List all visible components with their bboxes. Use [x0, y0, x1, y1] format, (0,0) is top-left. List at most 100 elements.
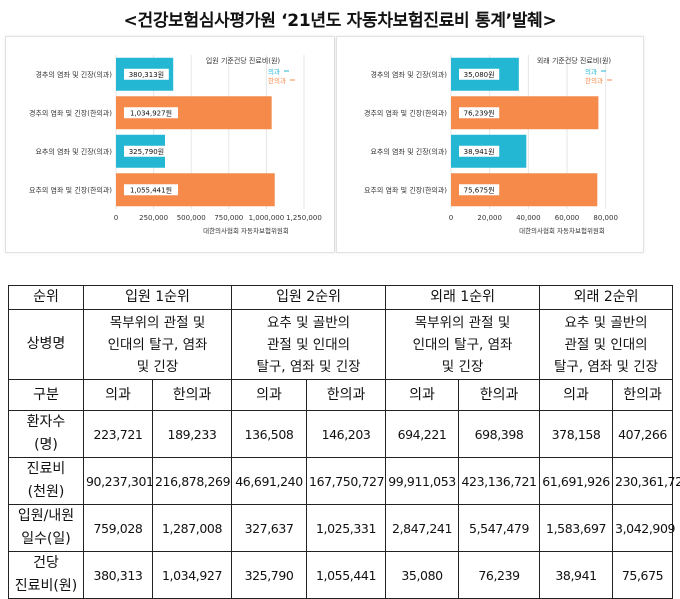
outpatient-value-label: 38,941원 — [464, 147, 495, 156]
outpatient-category-label: 경추의 염좌 및 긴장(한의과) — [364, 108, 447, 117]
outpatient-source-label: 대한의사협회 자동차보험위원회 — [519, 226, 605, 235]
inpatient-xtick-label: 500,000 — [177, 214, 206, 222]
rank-group-header: 외래 1순위 — [385, 285, 541, 310]
inpatient-xtick-label: 1,250,000 — [286, 214, 322, 222]
data-cell: 99,911,053 — [385, 457, 460, 505]
category-korean-medicine: 한의과 — [612, 379, 674, 411]
data-cell: 46,691,240 — [231, 457, 308, 505]
data-row: 환자수 (명) 223,721 189,233 136,508 146,203 694,22… — [8, 410, 674, 458]
inpatient-value-label-box — [124, 145, 169, 157]
data-cell: 216,878,269 — [151, 457, 233, 505]
data-cell: 76,239 — [458, 551, 541, 599]
data-cell: 1,583,697 — [539, 504, 614, 552]
outpatient-xtick-label: 60,000 — [555, 214, 580, 222]
data-cell: 407,266 — [612, 410, 674, 458]
inpatient-xtick-label: 0 — [114, 214, 118, 222]
outpatient-xtick-label: 40,000 — [516, 214, 541, 222]
page-title: <건강보험심사평가원 ‘21년도 자동차보험진료비 통계’발췌> — [123, 11, 557, 31]
disease-header: 상병명 — [8, 309, 84, 380]
inpatient-xtick-label: 250,000 — [139, 214, 168, 222]
inpatient-value-label: 1,055,441원 — [130, 185, 172, 194]
outpatient-xtick-label: 80,000 — [593, 214, 618, 222]
data-cell: 1,055,441 — [306, 551, 387, 599]
disease-name-line: 및 긴장 — [136, 358, 179, 375]
data-cell: 1,287,008 — [151, 504, 233, 552]
outpatient-category-label: 요추의 염좌 및 긴장(한의과) — [364, 185, 447, 194]
data-cell: 75,675 — [612, 551, 674, 599]
outpatient-chart-title: 외래 기준건당 진료비(원) — [537, 56, 612, 65]
data-cell: 1,034,927 — [151, 551, 233, 599]
row-label-line: 환자수 — [26, 414, 66, 430]
outpatient-cost-chart-svg: 0 20,000 40,000 60,000 80,000 경추의 염좌 및 긴장(의과)… — [364, 55, 618, 235]
row-label-line: (천원) — [27, 484, 65, 500]
inpatient-value-label: 380,313원 — [129, 70, 164, 79]
data-cell: 380,313 — [83, 551, 153, 599]
data-cell: 2,847,241 — [385, 504, 460, 552]
rank-group-header: 외래 2순위 — [539, 285, 674, 310]
data-cell: 61,691,926 — [539, 457, 614, 505]
disease-name-line: 인대의 탈구, 염좌 — [412, 336, 513, 353]
data-cell: 694,221 — [385, 410, 460, 458]
disease-name-line: 인대의 탈구, 염좌 — [107, 336, 208, 353]
data-cell: 5,547,479 — [458, 504, 541, 552]
inpatient-cost-chart: 0 250,000 500,000 750,000 1,000,000 1,250,000… — [5, 36, 335, 253]
data-cell: 189,233 — [151, 410, 233, 458]
rank-group-header: 입원 2순위 — [231, 285, 387, 310]
category-row: 구분 의과 한의과 의과 한의과 의과 한의과 의과 한의과 — [8, 379, 674, 411]
outpatient-value-label: 75,675원 — [464, 185, 495, 194]
data-cell: 35,080 — [385, 551, 460, 599]
category-medicine: 의과 — [385, 379, 460, 411]
data-cell: 378,158 — [539, 410, 614, 458]
data-cell: 3,042,909 — [612, 504, 675, 552]
outpatient-category-label: 경추의 염좌 및 긴장(의과) — [370, 70, 447, 79]
data-cell: 167,750,727 — [306, 457, 387, 505]
outpatient-value-label-box — [459, 145, 500, 157]
outpatient-value-label: 35,080원 — [464, 70, 495, 79]
data-row: 진료비 (천원) 90,237,301 216,878,269 46,691,240 16… — [8, 457, 680, 505]
row-label: 진료비 (천원) — [8, 457, 84, 505]
outpatient-legend-medicine: 의과 — [585, 67, 597, 76]
data-cell: 327,637 — [231, 504, 308, 552]
inpatient-cost-chart-svg: 0 250,000 500,000 750,000 1,000,000 1,250,000… — [29, 55, 322, 235]
data-cell: 325,790 — [231, 551, 308, 599]
row-label-line: 진료비 — [26, 461, 66, 477]
inpatient-category-label: 요추의 염좌 및 긴장(한의과) — [29, 185, 112, 194]
inpatient-xtick-label: 750,000 — [214, 214, 243, 222]
data-cell: 146,203 — [306, 410, 387, 458]
row-label-line: 입원/내원 — [17, 508, 75, 524]
category-korean-medicine: 한의과 — [151, 379, 233, 411]
disease-name-line: 요추 및 골반의 — [564, 314, 648, 331]
disease-name-line: 목부위의 관절 및 — [414, 314, 511, 331]
data-cell: 759,028 — [83, 504, 153, 552]
data-cell: 90,237,301 — [83, 457, 154, 505]
row-label: 입원/내원 일수(일) — [8, 504, 84, 552]
statistics-table: 순위 입원 1순위 입원 2순위 외래 1순위 외래 2순위 상병명 목부위의 관절 및 인대… — [8, 285, 680, 599]
outpatient-legend-korean-medicine: 한의과 — [585, 76, 603, 85]
disease-name: 목부위의 관절 및 인대의 탈구, 염좌 및 긴장 — [385, 309, 541, 380]
disease-name-line: 목부위의 관절 및 — [109, 314, 206, 331]
disease-name: 요추 및 골반의 관절 및 인대의 탈구, 염좌 및 긴장 — [539, 309, 674, 380]
row-label-line: 진료비(원) — [14, 578, 78, 594]
inpatient-value-label: 1,034,927원 — [130, 108, 172, 117]
inpatient-xtick-label: 1,000,000 — [249, 214, 285, 222]
outpatient-value-label: 76,239원 — [464, 108, 495, 117]
disease-name-line: 관절 및 인대의 — [266, 336, 351, 353]
category-korean-medicine: 한의과 — [458, 379, 541, 411]
inpatient-category-label: 경추의 염좌 및 긴장(의과) — [35, 70, 112, 79]
disease-name: 요추 및 골반의 관절 및 인대의 탈구, 염좌 및 긴장 — [231, 309, 387, 380]
outpatient-value-label-box — [459, 68, 500, 80]
row-label-line: 건당 — [33, 555, 59, 571]
inpatient-value-label-box — [124, 107, 178, 119]
rank-row: 순위 입원 1순위 입원 2순위 외래 1순위 외래 2순위 — [8, 285, 674, 310]
outpatient-xtick-label: 20,000 — [477, 214, 502, 222]
data-cell: 136,508 — [231, 410, 308, 458]
category-header: 구분 — [8, 379, 84, 411]
data-cell: 223,721 — [83, 410, 153, 458]
category-medicine: 의과 — [83, 379, 153, 411]
inpatient-value-label-box — [124, 184, 178, 196]
inpatient-source-label: 대한의사협회 자동차보험위원회 — [203, 226, 289, 235]
outpatient-category-label: 요추의 염좌 및 긴장(의과) — [370, 147, 447, 156]
inpatient-value-label-box — [124, 68, 169, 80]
